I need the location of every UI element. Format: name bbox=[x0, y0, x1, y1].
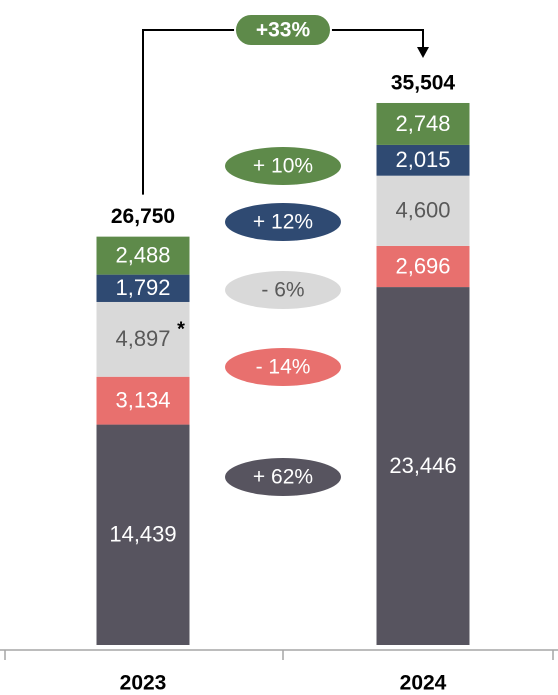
total-label: 26,750 bbox=[111, 205, 175, 228]
x-tick-label: 2023 bbox=[120, 672, 167, 695]
value-label: 14,439 bbox=[109, 522, 176, 547]
change-label: - 14% bbox=[256, 356, 311, 379]
bar-segment bbox=[96, 424, 190, 645]
change-pill bbox=[225, 271, 341, 309]
bar-segment bbox=[376, 144, 470, 176]
total-label: 35,504 bbox=[391, 72, 456, 95]
change-label: + 62% bbox=[253, 466, 313, 489]
bar-segment bbox=[376, 287, 470, 645]
value-label: 2,488 bbox=[115, 242, 170, 267]
bar-segment bbox=[96, 301, 190, 377]
change-label: + 10% bbox=[253, 155, 313, 178]
change-pill bbox=[225, 458, 341, 496]
value-note: * bbox=[177, 319, 185, 341]
bar-segment bbox=[96, 236, 190, 275]
growth-arrowhead bbox=[417, 47, 429, 58]
change-pill bbox=[225, 203, 341, 241]
value-label: 4,897 bbox=[115, 326, 170, 351]
value-label: 4,600 bbox=[395, 198, 450, 223]
growth-label: +33% bbox=[256, 19, 311, 42]
bar-segment bbox=[376, 245, 470, 288]
value-label: 2,696 bbox=[395, 253, 450, 278]
change-label: + 12% bbox=[253, 211, 313, 234]
value-label: 2,748 bbox=[395, 111, 450, 136]
value-label: 2,015 bbox=[395, 147, 450, 172]
growth-pill bbox=[234, 13, 332, 47]
change-pill bbox=[225, 147, 341, 185]
value-label: 1,792 bbox=[115, 275, 170, 300]
change-pill bbox=[225, 348, 341, 386]
value-label: 23,446 bbox=[389, 453, 456, 478]
bar-segment bbox=[96, 376, 190, 425]
bar-segment bbox=[376, 175, 470, 246]
bar-segment bbox=[96, 274, 190, 302]
change-label: - 6% bbox=[261, 279, 304, 302]
bar-segment bbox=[376, 102, 470, 145]
x-tick-label: 2024 bbox=[400, 672, 447, 695]
value-label: 3,134 bbox=[115, 387, 170, 412]
